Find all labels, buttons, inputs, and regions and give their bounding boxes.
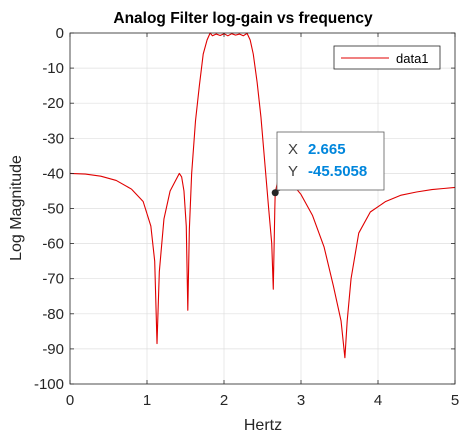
x-tick-label: 0	[66, 392, 74, 409]
y-tick-label: -20	[42, 95, 64, 112]
y-tick-label: -100	[34, 376, 64, 393]
legend[interactable]: data1	[333, 45, 441, 70]
y-tick-label: -70	[42, 271, 64, 288]
y-axis-label: Log Magnitude	[8, 155, 25, 261]
datatip-y-value: -45.5058	[308, 163, 367, 180]
y-tick-label: -90	[42, 341, 64, 358]
datatip-x-label: X	[288, 141, 298, 158]
chart-title: Analog Filter log-gain vs frequency	[113, 10, 373, 27]
y-tick-label: -10	[42, 60, 64, 77]
x-axis-label: Hertz	[244, 417, 282, 434]
y-tick-label: 0	[56, 25, 64, 42]
datatip-x-value: 2.665	[308, 141, 346, 158]
x-tick-label: 4	[374, 392, 382, 409]
series-line-data1	[69, 32, 456, 359]
y-tick-label: -80	[42, 306, 64, 323]
y-tick-label: -30	[42, 130, 64, 147]
x-tick-label: 1	[143, 392, 151, 409]
legend-label-data1: data1	[396, 51, 429, 66]
curve-layer	[69, 32, 456, 359]
x-tick-label: 2	[220, 392, 228, 409]
tick-labels: 0 1 2 3 4 5 0 -10 -20 -30 -40 -50 -60 -70 -80 -90 -100	[34, 25, 459, 409]
y-tick-label: -60	[42, 236, 64, 253]
y-tick-label: -50	[42, 201, 64, 218]
x-tick-label: 3	[297, 392, 305, 409]
datatip-box	[276, 131, 385, 191]
datatip-marker[interactable]	[271, 189, 279, 197]
datatip[interactable]: X 2.665 Y -45.5058	[271, 131, 385, 197]
datatip-y-label: Y	[288, 163, 298, 180]
ticks	[69, 32, 456, 385]
x-tick-label: 5	[451, 392, 459, 409]
y-tick-label: -40	[42, 165, 64, 182]
